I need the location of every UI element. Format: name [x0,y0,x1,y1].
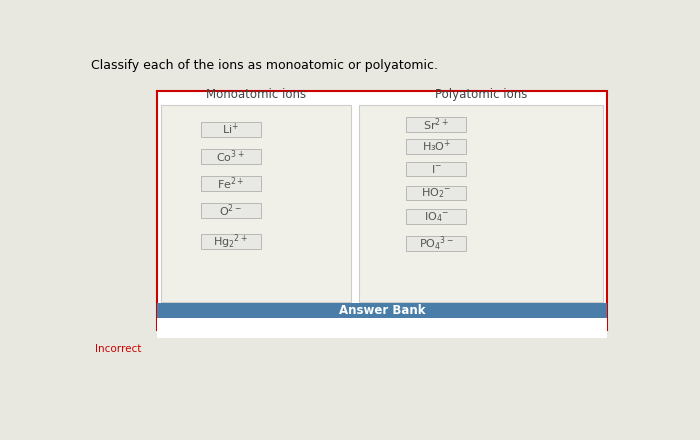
FancyBboxPatch shape [406,186,466,200]
Text: Polyatomic ions: Polyatomic ions [435,88,527,100]
Text: Li$^{+}$: Li$^{+}$ [223,122,239,137]
Text: PO$_{4}$$^{3−}$: PO$_{4}$$^{3−}$ [419,235,454,253]
FancyBboxPatch shape [158,319,607,338]
FancyBboxPatch shape [158,91,607,330]
FancyBboxPatch shape [406,139,466,154]
FancyBboxPatch shape [158,303,607,319]
Text: Fe$^{2 +}$: Fe$^{2 +}$ [217,176,244,192]
FancyBboxPatch shape [358,105,603,301]
FancyBboxPatch shape [406,162,466,176]
Text: IO$_{4}$$^{−}$: IO$_{4}$$^{−}$ [424,210,449,224]
Text: Monoatomic ions: Monoatomic ions [206,88,306,100]
Text: I$^{−}$: I$^{−}$ [430,163,442,175]
Text: O$^{2−}$: O$^{2−}$ [219,202,242,219]
FancyBboxPatch shape [161,105,351,301]
FancyBboxPatch shape [201,150,261,164]
FancyBboxPatch shape [406,209,466,224]
FancyBboxPatch shape [201,122,261,137]
Text: Hg$_{2}$$^{2 +}$: Hg$_{2}$$^{2 +}$ [214,232,248,251]
Text: Sr$^{2 +}$: Sr$^{2 +}$ [424,116,449,133]
FancyBboxPatch shape [201,176,261,191]
Text: HO$_{2}$$^{−}$: HO$_{2}$$^{−}$ [421,186,452,200]
Text: Co$^{3 +}$: Co$^{3 +}$ [216,148,245,165]
Text: Classify each of the ions as monoatomic or polyatomic.: Classify each of the ions as monoatomic … [92,59,438,72]
Text: Answer Bank: Answer Bank [339,304,426,317]
FancyBboxPatch shape [201,203,261,218]
FancyBboxPatch shape [406,117,466,132]
Text: Incorrect: Incorrect [95,344,141,354]
FancyBboxPatch shape [201,234,261,249]
FancyBboxPatch shape [406,236,466,251]
Text: H₃O$^{+}$: H₃O$^{+}$ [421,139,451,154]
